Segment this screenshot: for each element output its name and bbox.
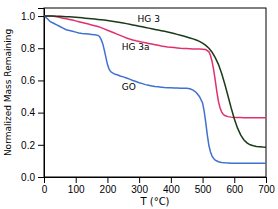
y-tick-label: 0.6 bbox=[21, 75, 35, 86]
x-axis: 0 100 200 300 400 500 600 700 bbox=[42, 177, 276, 195]
y-tick-mark bbox=[38, 16, 44, 17]
x-tick-label: 0 bbox=[42, 184, 48, 195]
x-tick: 300 bbox=[131, 177, 148, 195]
x-tick-label: 100 bbox=[68, 184, 85, 195]
y-tick-label: 1.0 bbox=[21, 11, 35, 22]
x-tick-mark bbox=[203, 177, 204, 183]
y-tick-label: 0.4 bbox=[21, 107, 35, 118]
x-tick: 600 bbox=[226, 177, 243, 195]
x-tick: 100 bbox=[68, 177, 85, 195]
y-axis: 0.0 0.2 0.4 0.6 0.8 1.0 bbox=[21, 9, 44, 183]
x-tick-label: 500 bbox=[195, 184, 212, 195]
x-tick: 400 bbox=[163, 177, 180, 195]
y-tick-label: 0.0 bbox=[21, 172, 35, 183]
x-tick-label: 300 bbox=[131, 184, 148, 195]
x-tick-label: 600 bbox=[226, 184, 243, 195]
series-line bbox=[44, 16, 266, 163]
x-tick: 700 bbox=[258, 177, 275, 195]
x-tick-mark bbox=[266, 177, 267, 183]
y-tick-mark bbox=[38, 80, 44, 81]
y-axis-title: Normalized Mass Remaining bbox=[3, 29, 13, 156]
x-axis-line bbox=[45, 178, 267, 184]
y-tick: 0.6 bbox=[21, 75, 44, 86]
y-axis-line bbox=[38, 9, 45, 178]
x-tick-mark bbox=[107, 177, 108, 183]
y-tick: 1.0 bbox=[21, 11, 44, 22]
annotation: GO bbox=[122, 82, 136, 92]
plot-frame bbox=[44, 8, 266, 177]
x-tick: 200 bbox=[100, 177, 117, 195]
y-tick-mark bbox=[38, 145, 44, 146]
y-tick-label: 0.2 bbox=[21, 140, 35, 151]
x-tick-label: 200 bbox=[100, 184, 117, 195]
x-tick-label: 400 bbox=[163, 184, 180, 195]
x-tick-mark bbox=[234, 177, 235, 183]
x-tick: 0 bbox=[42, 177, 48, 195]
chart: 0 100 200 300 400 500 600 700 0.0 0.2 0.4 0.6 0.8 1.0… bbox=[0, 0, 278, 209]
y-tick: 0.8 bbox=[21, 43, 44, 54]
y-tick-label: 0.8 bbox=[21, 43, 35, 54]
x-tick-mark bbox=[76, 177, 77, 183]
y-tick: 0.0 bbox=[21, 172, 44, 183]
plot: 0 100 200 300 400 500 600 700 0.0 0.2 0.4 0.6 0.8 1.0… bbox=[21, 8, 275, 195]
y-tick-mark bbox=[38, 177, 44, 178]
annotation: HG 3a bbox=[122, 42, 150, 52]
x-tick-mark bbox=[171, 177, 172, 183]
lines bbox=[44, 16, 266, 163]
y-tick: 0.2 bbox=[21, 140, 44, 151]
x-axis-title: T (°C) bbox=[139, 196, 169, 207]
x-tick: 500 bbox=[195, 177, 212, 195]
series-line bbox=[44, 16, 266, 147]
y-tick-mark bbox=[38, 48, 44, 49]
y-tick-mark bbox=[38, 113, 44, 114]
y-tick: 0.4 bbox=[21, 107, 44, 118]
series-line bbox=[44, 16, 266, 118]
x-tick-mark bbox=[139, 177, 140, 183]
annotation: HG 3 bbox=[138, 14, 160, 24]
x-tick-label: 700 bbox=[258, 184, 275, 195]
annotations: HG 3 HG 3a GO bbox=[122, 14, 160, 92]
